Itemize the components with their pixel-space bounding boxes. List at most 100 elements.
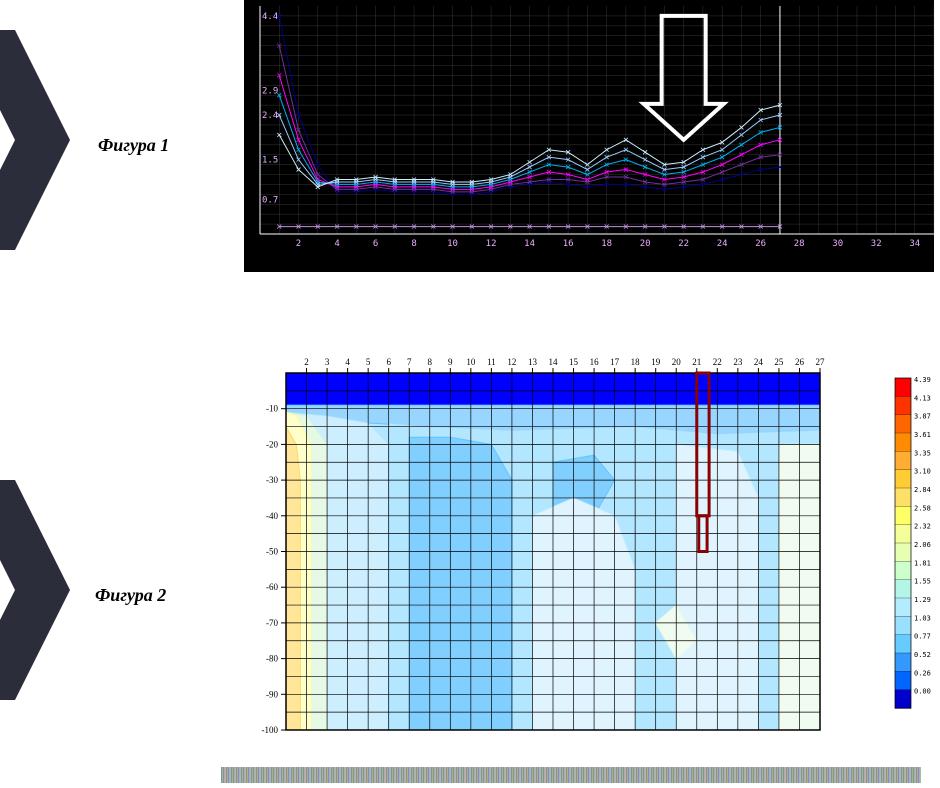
- colorbar-cell: [895, 378, 911, 397]
- colorbar-label: 2.84: [914, 486, 931, 494]
- subplot2-xtick: 23: [733, 357, 743, 367]
- colorbar-cell: [895, 635, 911, 654]
- colorbar-label: 1.55: [914, 578, 931, 586]
- subplot2-ytick: -60: [266, 582, 278, 592]
- subplot2-xtick: 12: [507, 357, 516, 367]
- colorbar-label: 3.10: [914, 468, 931, 476]
- colorbar-cell: [895, 506, 911, 525]
- subplot2-ytick: -100: [262, 725, 279, 735]
- colorbar-cell: [895, 543, 911, 562]
- subplot1-bg: [244, 0, 934, 272]
- subplot2-ytick: -50: [266, 547, 278, 557]
- subplot1-xtick: 24: [717, 239, 728, 249]
- colorbar-label: 0.52: [914, 651, 931, 659]
- subplot2-xtick: 11: [487, 357, 496, 367]
- subplot1-xtick: 20: [640, 239, 651, 249]
- colorbar-cell: [895, 488, 911, 507]
- subplot2-xtick: 10: [466, 357, 476, 367]
- subplot2-xtick: 19: [651, 357, 661, 367]
- subplot2-ytick: -40: [266, 511, 278, 521]
- colorbar-label: 3.87: [914, 413, 931, 421]
- subplot2-grid: [286, 373, 820, 730]
- colorbar-cell: [895, 616, 911, 635]
- subplot2-xtick: 20: [672, 357, 682, 367]
- subplot2-ytick: -30: [266, 475, 278, 485]
- colorbar-label: 2.32: [914, 523, 931, 531]
- subplot2-xtick: 4: [345, 357, 350, 367]
- subplot1-ytick: 2.4: [262, 111, 278, 121]
- subplot2-xtick: 14: [549, 357, 559, 367]
- subplot2-xtick: 9: [448, 357, 453, 367]
- subplot2-xtick: 2: [304, 357, 309, 367]
- colorbar-cell: [895, 653, 911, 672]
- subplot2-xtick: 3: [325, 357, 330, 367]
- colorbar-label: 0.77: [914, 633, 931, 641]
- subplot2-xtick: 21: [692, 357, 701, 367]
- subplot1-xtick: 34: [909, 239, 920, 249]
- colorbar-label: 1.03: [914, 614, 931, 622]
- subplot1-xtick: 2: [296, 239, 301, 249]
- colorbar-label: 1.29: [914, 596, 931, 604]
- colorbar-cell: [895, 690, 911, 709]
- subplot1-ytick: 2.9: [262, 86, 278, 96]
- subplot1-xtick: 18: [601, 239, 612, 249]
- subplot2-xtick: 8: [428, 357, 433, 367]
- subplot2-xtick: 17: [610, 357, 620, 367]
- subplot2-xtick: 25: [774, 357, 784, 367]
- subplot2-xtick: 5: [366, 357, 371, 367]
- subplot2-ytick: -80: [266, 654, 278, 664]
- subplot1-xtick: 22: [678, 239, 689, 249]
- colorbar-cell: [895, 396, 911, 415]
- subplot1-ytick: 1.5: [262, 156, 278, 166]
- colorbar-cell: [895, 433, 911, 452]
- colorbar-label: 4.13: [914, 394, 931, 402]
- subplot2-xtick: 26: [795, 357, 805, 367]
- page: Фигура 1 Фигура 2 0.71.52.42.94.42468101…: [0, 0, 940, 788]
- subplot2-ytick: -90: [266, 689, 278, 699]
- subplot2-xtick: 15: [569, 357, 579, 367]
- colorbar-label: 0.26: [914, 669, 931, 677]
- subplot2-xtick: 27: [816, 357, 826, 367]
- colorbar-label: 4.39: [914, 376, 931, 384]
- charts-svg: 0.71.52.42.94.42468101214161820222426283…: [0, 0, 940, 788]
- subplot2-ytick: -70: [266, 618, 278, 628]
- colorbar-cell: [895, 451, 911, 470]
- subplot2-xtick: 6: [386, 357, 391, 367]
- colorbar-cell: [895, 525, 911, 544]
- colorbar-label: 2.58: [914, 504, 931, 512]
- subplot2-xtick: 16: [590, 357, 600, 367]
- colorbar-label: 3.35: [914, 449, 931, 457]
- subplot1-ytick: 0.7: [262, 195, 278, 205]
- subplot1-xtick: 10: [447, 239, 458, 249]
- subplot2-xtick: 18: [631, 357, 641, 367]
- subplot1-xtick: 26: [755, 239, 766, 249]
- colorbar-label: 2.06: [914, 541, 931, 549]
- footer-noise: [221, 767, 921, 783]
- colorbar-label: 3.61: [914, 431, 931, 439]
- colorbar-cell: [895, 415, 911, 434]
- subplot2-xtick: 7: [407, 357, 412, 367]
- colorbar-cell: [895, 580, 911, 599]
- subplot2-ytick: -10: [266, 404, 278, 414]
- colorbar-cell: [895, 561, 911, 580]
- subplot1-ytick: 4.4: [262, 12, 278, 22]
- colorbar-label: 0.00: [914, 688, 931, 696]
- subplot2-xtick: 22: [713, 357, 722, 367]
- subplot1-xtick: 4: [334, 239, 339, 249]
- colorbar-cell: [895, 598, 911, 617]
- subplot1-xtick: 32: [871, 239, 882, 249]
- colorbar-cell: [895, 671, 911, 690]
- subplot1-xtick: 28: [794, 239, 805, 249]
- subplot1-xtick: 14: [524, 239, 535, 249]
- subplot2-xtick: 13: [528, 357, 538, 367]
- contour: [286, 427, 300, 730]
- subplot1-xtick: 8: [411, 239, 416, 249]
- subplot1-xtick: 30: [832, 239, 843, 249]
- colorbar-cell: [895, 470, 911, 489]
- subplot2-xtick: 24: [754, 357, 764, 367]
- colorbar-label: 1.81: [914, 559, 931, 567]
- subplot1-xtick: 12: [486, 239, 497, 249]
- subplot1-xtick: 16: [563, 239, 574, 249]
- subplot1-xtick: 6: [373, 239, 378, 249]
- subplot2-ytick: -20: [266, 439, 278, 449]
